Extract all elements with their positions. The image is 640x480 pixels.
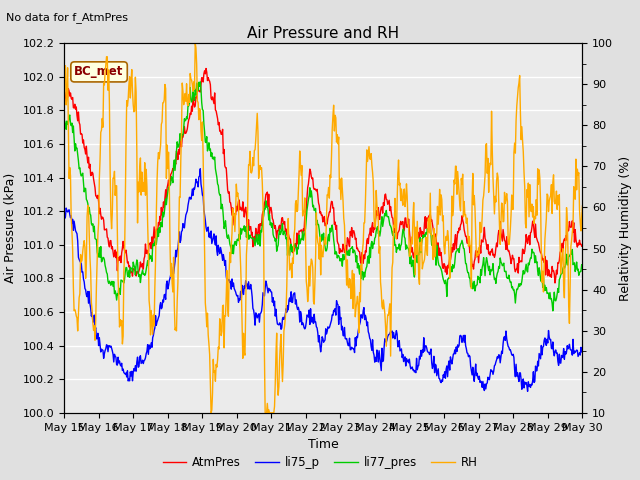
AtmPres xyxy=(175,151,183,157)
li77_pres xyxy=(60,121,68,127)
AtmPres xyxy=(60,97,68,103)
Text: No data for f_AtmPres: No data for f_AtmPres xyxy=(6,12,129,23)
RH xyxy=(70,284,77,290)
li77_pres xyxy=(549,308,557,314)
Line: RH: RH xyxy=(64,43,582,413)
RH xyxy=(60,77,68,83)
li75_p xyxy=(402,363,410,369)
Text: BC_met: BC_met xyxy=(74,65,124,78)
li77_pres xyxy=(579,265,586,271)
RH xyxy=(175,194,183,200)
RH xyxy=(191,40,199,46)
Title: Air Pressure and RH: Air Pressure and RH xyxy=(247,25,399,41)
AtmPres xyxy=(551,280,559,286)
li77_pres xyxy=(204,148,211,154)
Line: li75_p: li75_p xyxy=(64,169,582,391)
RH xyxy=(387,300,395,306)
RH xyxy=(207,410,215,416)
li75_p xyxy=(70,228,77,233)
li75_p xyxy=(579,348,586,354)
li77_pres xyxy=(175,140,183,145)
li77_pres xyxy=(123,265,131,271)
AtmPres xyxy=(123,253,131,259)
Line: AtmPres: AtmPres xyxy=(64,69,582,283)
AtmPres xyxy=(204,78,211,84)
Legend: AtmPres, li75_p, li77_pres, RH: AtmPres, li75_p, li77_pres, RH xyxy=(158,452,482,474)
AtmPres xyxy=(387,204,394,209)
Line: li77_pres: li77_pres xyxy=(64,82,582,311)
li77_pres xyxy=(402,246,410,252)
li75_p xyxy=(196,166,204,172)
li75_p xyxy=(524,388,531,394)
li77_pres xyxy=(196,79,204,85)
AtmPres xyxy=(202,66,210,72)
AtmPres xyxy=(402,215,410,221)
li75_p xyxy=(175,229,183,235)
RH xyxy=(123,98,131,104)
Y-axis label: Relativity Humidity (%): Relativity Humidity (%) xyxy=(619,156,632,300)
AtmPres xyxy=(70,105,77,110)
li75_p xyxy=(204,227,211,232)
li75_p xyxy=(387,329,394,335)
li77_pres xyxy=(387,223,394,229)
RH xyxy=(204,310,211,316)
AtmPres xyxy=(579,242,586,248)
li77_pres xyxy=(70,123,77,129)
li75_p xyxy=(123,374,131,380)
X-axis label: Time: Time xyxy=(308,438,339,451)
Y-axis label: Air Pressure (kPa): Air Pressure (kPa) xyxy=(4,173,17,283)
li75_p xyxy=(60,207,68,213)
RH xyxy=(579,203,586,209)
RH xyxy=(403,181,410,187)
